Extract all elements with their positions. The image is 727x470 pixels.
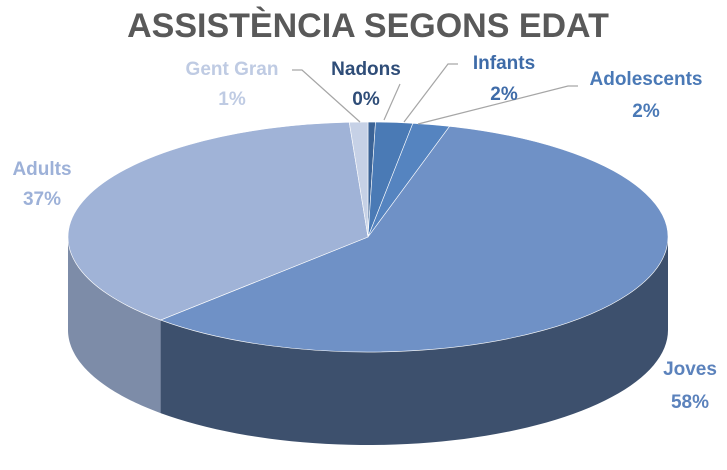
slice-side: [160, 237, 668, 445]
data-label-name: Infants: [473, 53, 535, 74]
slice: [348, 121, 369, 238]
leader-line: [292, 69, 361, 123]
data-label-value: 2%: [632, 101, 660, 122]
data-label-name: Joves: [663, 359, 717, 380]
data-label-value: 58%: [671, 392, 709, 413]
data-label-value: 37%: [23, 189, 61, 210]
data-label-name: Adults: [12, 159, 71, 180]
data-label-name: Adolescents: [590, 69, 703, 90]
data-label-value: 0%: [352, 89, 380, 110]
slice-side: [68, 237, 161, 414]
data-label-value: 1%: [218, 89, 246, 110]
data-label-value: 2%: [490, 84, 518, 105]
data-label-name: Gent Gran: [186, 59, 279, 80]
leader-lines: [292, 63, 578, 125]
data-label-name: Nadons: [331, 59, 401, 80]
slice: [67, 121, 369, 321]
chart-title: ASSISTÈNCIA SEGONS EDAT: [127, 7, 609, 45]
leader-line: [403, 63, 458, 123]
leader-line: [383, 83, 401, 121]
leader-line: [417, 85, 578, 125]
pie: [67, 121, 669, 445]
slice: [159, 126, 669, 353]
